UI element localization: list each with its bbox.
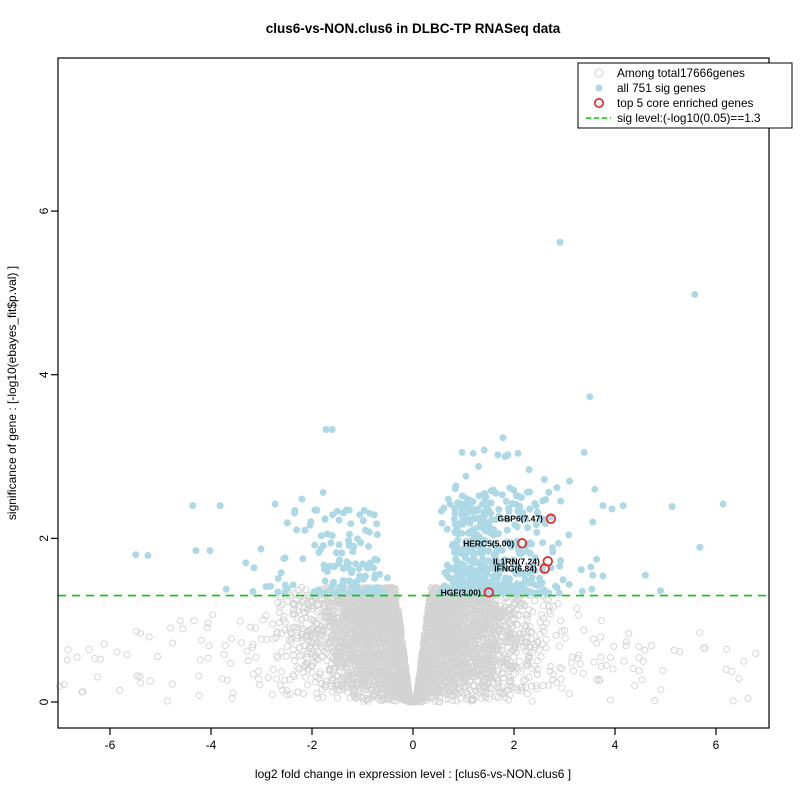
y-axis-label: significance of gene : [-log10(ebayes_fi… xyxy=(5,266,19,520)
sig-gene-point xyxy=(250,564,257,571)
sig-gene-point xyxy=(298,496,305,503)
y-tick-label: 6 xyxy=(37,207,51,214)
sig-gene-point xyxy=(642,572,649,579)
sig-gene-point xyxy=(144,552,151,559)
x-tick-label: 4 xyxy=(612,738,619,752)
sig-gene-point xyxy=(452,483,459,490)
sig-gene-point xyxy=(284,519,291,526)
sig-gene-point xyxy=(323,426,330,433)
nonsig-points-group xyxy=(57,584,759,705)
sig-gene-point xyxy=(696,544,703,551)
sig-gene-point xyxy=(258,546,265,553)
sig-gene-point xyxy=(588,586,595,593)
sig-gene-point xyxy=(589,572,596,579)
sig-gene-point xyxy=(217,502,224,509)
sig-gene-point xyxy=(620,502,627,509)
legend-item-sig-genes: all 751 sig genes xyxy=(617,81,706,95)
gene-label-HERC5: HERC5(5.00) xyxy=(463,538,514,548)
sig-gene-point xyxy=(566,478,573,485)
x-tick-label: -4 xyxy=(206,738,217,752)
sig-gene-point xyxy=(669,503,676,510)
sig-points-group xyxy=(132,239,726,597)
sig-gene-point xyxy=(320,489,327,496)
sig-gene-point xyxy=(475,463,482,470)
sig-gene-point xyxy=(720,501,727,508)
sig-gene-point xyxy=(657,587,664,594)
legend-item-enriched-genes: top 5 core enriched genes xyxy=(617,96,754,110)
x-axis-label: log2 fold change in expression level : [… xyxy=(255,767,571,781)
legend-item-total-genes: Among total17666genes xyxy=(617,66,745,80)
sig-gene-point xyxy=(586,393,593,400)
sig-gene-point xyxy=(589,519,596,526)
sig-gene-point xyxy=(329,426,336,433)
sig-gene-point xyxy=(488,487,495,494)
sig-gene-point xyxy=(307,522,314,529)
plot-title: clus6-vs-NON.clus6 in DLBC-TP RNASeq dat… xyxy=(266,21,561,36)
sig-gene-point xyxy=(275,575,282,582)
sig-gene-point xyxy=(499,434,506,441)
sig-gene-point xyxy=(282,582,289,589)
sig-gene-point xyxy=(515,450,522,457)
sig-gene-point xyxy=(291,507,298,514)
sig-gene-point xyxy=(459,449,466,456)
sig-gene-point xyxy=(504,451,511,458)
plot-frame xyxy=(58,58,769,728)
x-tick-label: -6 xyxy=(105,738,116,752)
sig-gene-point xyxy=(189,502,196,509)
sig-gene-point xyxy=(223,586,230,593)
sig-gene-point xyxy=(541,476,548,483)
sig-gene-point xyxy=(301,527,308,534)
y-tick-label: 4 xyxy=(37,371,51,378)
sig-gene-point xyxy=(599,573,606,580)
sig-gene-point xyxy=(132,551,139,558)
x-tick-label: -2 xyxy=(307,738,318,752)
gene-label-HGF: HGF(3.00) xyxy=(441,587,481,597)
sig-gene-point xyxy=(470,450,477,457)
sig-gene-point xyxy=(263,583,270,590)
x-tick-label: 0 xyxy=(410,738,417,752)
y-tick-label: 0 xyxy=(37,698,51,705)
sig-gene-point xyxy=(526,466,533,473)
sig-gene-point xyxy=(494,451,501,458)
x-tick-label: 6 xyxy=(713,738,720,752)
sig-gene-point xyxy=(557,239,564,246)
sig-gene-point xyxy=(609,505,616,512)
sig-gene-point xyxy=(553,484,560,491)
sig-gene-point xyxy=(207,547,214,554)
y-tick-label: 2 xyxy=(37,535,51,542)
sig-gene-point xyxy=(249,588,256,595)
sig-gene-point xyxy=(691,291,698,298)
sig-gene-point xyxy=(272,501,279,508)
blue-dot-icon xyxy=(596,85,603,92)
sig-gene-point xyxy=(463,473,470,480)
sig-gene-point xyxy=(481,447,488,454)
sig-gene-point xyxy=(591,486,598,493)
sig-gene-point xyxy=(599,502,606,509)
sig-gene-point xyxy=(445,496,452,503)
gene-label-IFNG: IFNG(6.84) xyxy=(494,564,537,574)
sig-gene-point xyxy=(242,559,249,566)
sig-gene-point xyxy=(192,547,199,554)
legend: Among total17666genes all 751 sig genes … xyxy=(578,63,792,128)
gene-label-GBP6: GBP6(7.47) xyxy=(498,514,544,524)
legend-item-sig-level: sig level:(-log10(0.05)==1.3 xyxy=(617,111,761,125)
sig-gene-point xyxy=(581,449,588,456)
sig-gene-point xyxy=(513,492,520,499)
x-tick-label: 2 xyxy=(511,738,518,752)
